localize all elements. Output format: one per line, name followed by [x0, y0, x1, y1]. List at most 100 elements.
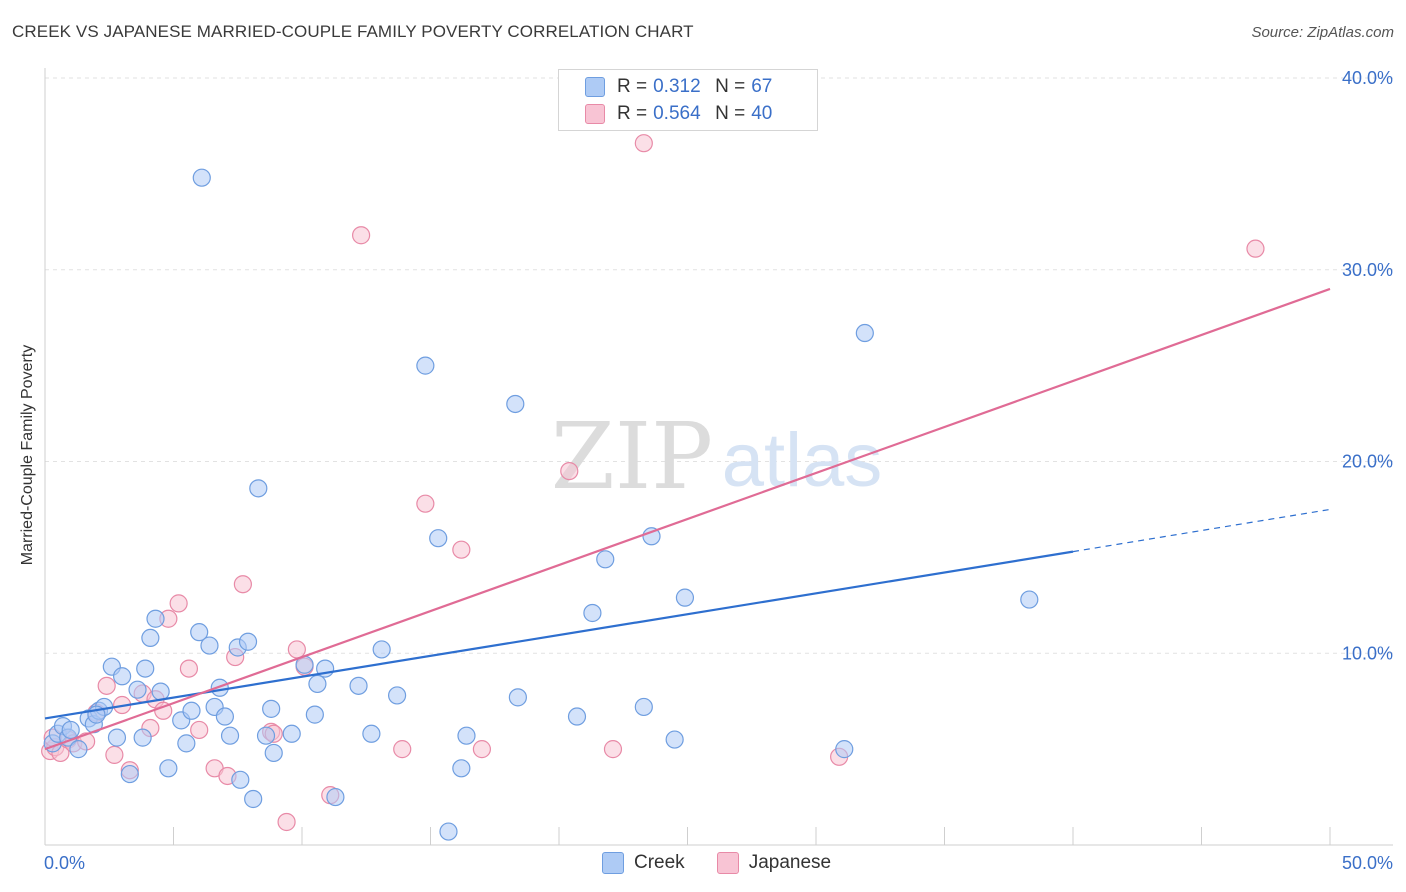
creek-point — [282, 724, 301, 743]
creek-point — [133, 728, 152, 747]
creek-point — [128, 680, 147, 699]
creek-point — [61, 720, 80, 740]
creek-point — [69, 740, 88, 759]
japanese-point — [179, 659, 199, 678]
creek-point — [508, 688, 527, 707]
japanese-point — [472, 740, 491, 759]
creek-n-value: 67 — [751, 76, 773, 97]
japanese-point — [287, 640, 306, 659]
japanese-point — [352, 226, 371, 245]
creek-point — [146, 609, 165, 628]
chart-title: CREEK VS JAPANESE MARRIED-COUPLE FAMILY … — [12, 22, 694, 41]
japanese-n-value: 40 — [751, 103, 773, 124]
creek-point — [596, 550, 615, 569]
y-tick-label: 20.0% — [1342, 452, 1393, 472]
creek-point — [159, 759, 178, 778]
japanese-point — [634, 134, 653, 153]
japanese-r-value: 0.564 — [653, 103, 701, 124]
creek-point — [855, 323, 874, 343]
japanese-legend-label: Japanese — [748, 852, 832, 873]
creek-point — [244, 789, 263, 809]
japanese-point — [560, 461, 579, 481]
creek-point — [665, 730, 684, 749]
creek-point — [141, 628, 160, 648]
creek-point — [387, 686, 407, 705]
series-legend: Creek Japanese — [602, 852, 863, 874]
creek-r-label: R = — [617, 76, 648, 97]
creek-point — [305, 705, 324, 724]
creek-point — [107, 728, 127, 747]
watermark-zip: ZIP — [551, 403, 713, 510]
creek-point — [506, 394, 525, 414]
creek-trend-line — [44, 550, 1074, 720]
creek-swatch — [585, 77, 605, 97]
japanese-point — [105, 745, 124, 764]
creek-point — [326, 787, 345, 807]
creek-points — [43, 168, 1039, 841]
tick-labels: 10.0% 20.0% 30.0% 40.0% 0.0% 50.0% — [44, 68, 1393, 873]
creek-point — [835, 740, 854, 759]
creek-point — [190, 623, 209, 642]
japanese-point — [1246, 239, 1265, 258]
creek-point — [112, 667, 132, 686]
creek-point — [362, 724, 381, 743]
japanese-point — [452, 540, 471, 559]
creek-point — [238, 632, 258, 651]
legend-row-japanese: R = 0.564 N = 40 — [585, 102, 772, 126]
japanese-point — [393, 740, 412, 759]
y-tick-label: 10.0% — [1342, 643, 1393, 663]
gridlines — [45, 77, 1393, 654]
x-tick-label-min: 0.0% — [44, 853, 85, 873]
creek-point — [249, 479, 268, 498]
japanese-point — [277, 812, 296, 832]
japanese-swatch — [585, 104, 605, 124]
japanese-n-label: N = — [715, 103, 746, 124]
creek-point — [452, 759, 471, 778]
creek-point — [200, 636, 219, 655]
creek-point — [256, 726, 276, 745]
creek-point — [1020, 590, 1039, 609]
creek-point — [177, 734, 196, 753]
creek-point — [567, 707, 587, 726]
creek-point — [215, 707, 234, 726]
japanese-point — [233, 575, 252, 594]
japanese-point — [169, 594, 188, 613]
creek-legend-label: Creek — [634, 852, 685, 873]
creek-point — [308, 674, 327, 694]
japanese-r-label: R = — [617, 103, 648, 124]
creek-point — [192, 168, 211, 187]
japanese-point — [416, 494, 435, 513]
creek-point — [264, 743, 283, 763]
japanese-point — [603, 740, 623, 759]
creek-trend-extension — [1072, 508, 1331, 553]
japanese-trend-line — [44, 287, 1331, 751]
source-label: Source: ZipAtlas.com — [1251, 24, 1394, 41]
correlation-legend: R = 0.312 N = 67 R = 0.564 N = 40 — [558, 69, 818, 131]
creek-point — [262, 699, 281, 718]
creek-point — [220, 726, 240, 745]
creek-point — [231, 770, 250, 789]
creek-point — [457, 726, 476, 745]
creek-point — [151, 682, 170, 701]
creek-point — [583, 603, 602, 623]
legend-item-japanese[interactable]: Japanese — [716, 852, 832, 874]
x-tick-label-max: 50.0% — [1342, 853, 1393, 873]
japanese-point — [190, 720, 209, 740]
trend-lines — [44, 287, 1331, 751]
creek-point — [136, 659, 155, 678]
creek-r-value: 0.312 — [653, 76, 701, 97]
creek-legend-swatch — [602, 852, 624, 874]
creek-point — [120, 764, 139, 784]
y-tick-label: 40.0% — [1342, 68, 1393, 88]
legend-item-creek[interactable]: Creek — [602, 852, 685, 874]
creek-point — [416, 356, 435, 375]
creek-point — [439, 822, 458, 841]
legend-row-creek: R = 0.312 N = 67 — [585, 75, 772, 99]
watermark-atlas: atlas — [722, 418, 883, 503]
watermark: ZIP atlas — [551, 403, 882, 510]
creek-point — [372, 640, 391, 659]
creek-point — [675, 588, 695, 607]
japanese-point — [97, 676, 116, 695]
creek-point — [429, 529, 448, 548]
